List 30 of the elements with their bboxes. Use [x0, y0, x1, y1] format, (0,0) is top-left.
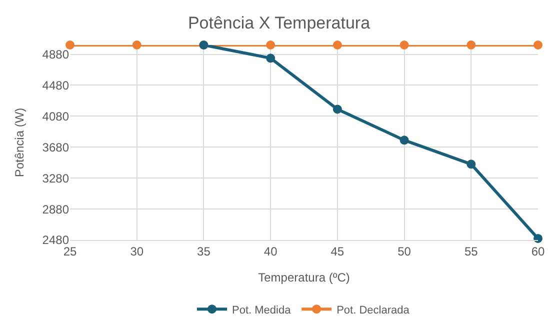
y-tick-label: 4480 [42, 78, 70, 92]
point [400, 40, 409, 50]
x-tick-label: 40 [264, 244, 278, 258]
point [332, 104, 342, 114]
chart-title: Potência X Temperatura [188, 14, 371, 33]
x-tick-label: 50 [398, 244, 412, 258]
x-tick-label: 45 [330, 244, 344, 258]
y-axis-title: Potência (W) [12, 108, 27, 178]
point [466, 40, 476, 50]
point [534, 40, 542, 50]
legend-label: Pot. Medida [232, 304, 292, 316]
point [332, 40, 342, 50]
x-tick-label: 30 [130, 244, 144, 258]
x-axis-title: Temperatura (ºC) [258, 270, 350, 284]
x-tick-label: 55 [464, 244, 478, 258]
point [400, 136, 409, 145]
y-tick-label: 4080 [42, 109, 70, 124]
point [266, 40, 276, 50]
legend-label: Pot. Declarada [336, 304, 410, 316]
point [66, 40, 74, 50]
point [534, 234, 542, 243]
x-tick-label: 60 [531, 244, 545, 258]
y-tick-label: 3280 [42, 171, 70, 186]
point [266, 54, 276, 63]
x-tick-label: 35 [197, 244, 211, 258]
y-tick-label: 2880 [42, 202, 70, 216]
point [466, 160, 476, 169]
point [132, 40, 142, 50]
y-tick-label: 3680 [42, 140, 70, 154]
y-tick-label: 4880 [42, 47, 70, 62]
